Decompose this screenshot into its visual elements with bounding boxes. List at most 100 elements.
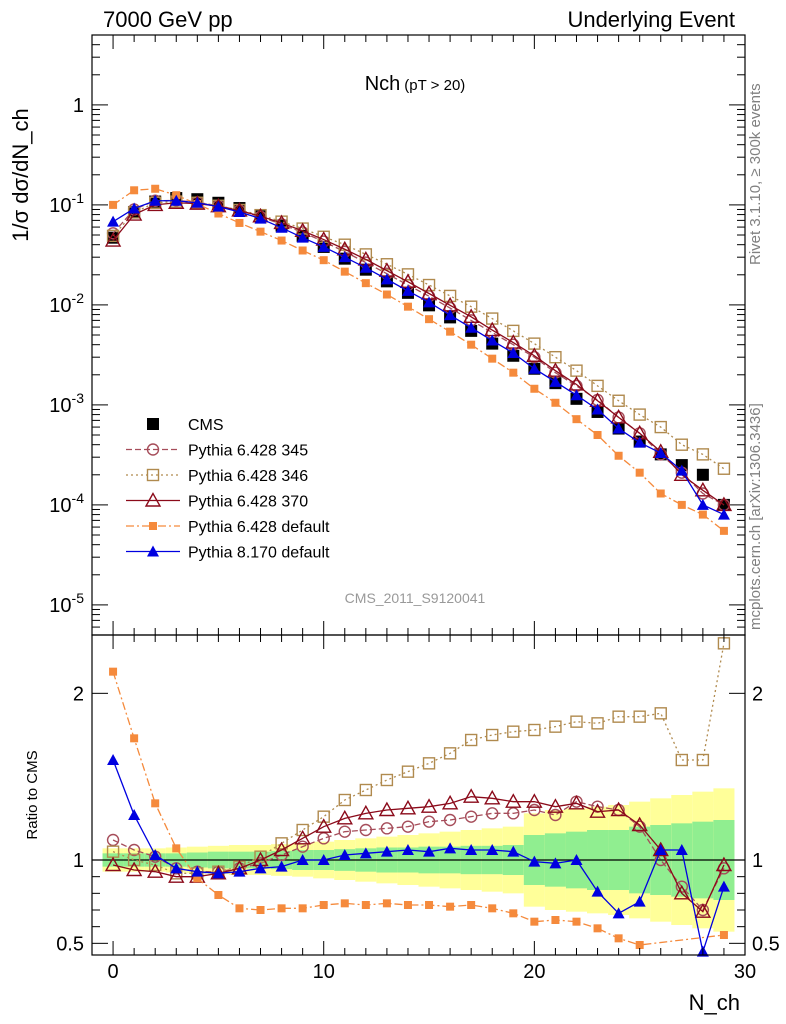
data-point <box>652 841 669 857</box>
data-point <box>233 865 246 877</box>
y-tick-label: 10-3 <box>49 390 84 417</box>
data-point <box>107 754 120 765</box>
y-tick-label: 0.5 <box>56 933 84 955</box>
data-point <box>717 508 730 520</box>
data-point <box>359 783 373 797</box>
main-y-axis-title: 1/σ dσ/dN_ch <box>8 108 33 242</box>
data-point <box>467 340 476 349</box>
data-point <box>317 854 330 865</box>
data-point <box>380 258 394 271</box>
data-point <box>444 842 457 854</box>
main-series-p345 <box>106 194 731 512</box>
data-point <box>298 904 307 913</box>
data-point <box>694 481 712 497</box>
data-point <box>696 498 709 510</box>
data-point <box>296 840 309 853</box>
plot-title-main: Nch <box>365 73 401 95</box>
data-point <box>570 854 583 865</box>
data-point <box>296 854 309 865</box>
data-point <box>151 184 160 193</box>
data-point <box>298 246 307 255</box>
data-point <box>361 901 370 909</box>
y-tick-label-base: 10 <box>49 395 71 417</box>
data-point <box>614 451 623 460</box>
data-point <box>696 753 710 767</box>
data-point <box>338 849 351 860</box>
x-tick-label: 20 <box>523 961 545 983</box>
y-tick-label-exponent: -3 <box>72 390 85 406</box>
data-point <box>380 773 394 787</box>
data-point <box>125 206 143 221</box>
y-tick-label-base: 10 <box>49 295 71 317</box>
data-point <box>443 747 457 760</box>
data-point <box>675 844 688 855</box>
data-point <box>235 904 244 913</box>
data-point <box>359 261 372 273</box>
data-point <box>631 816 648 832</box>
y-tick-label-base: 10 <box>49 595 71 617</box>
data-point <box>422 757 436 770</box>
data-point <box>104 856 122 872</box>
y-tick-label-exponent: -5 <box>72 590 85 606</box>
y-tick-label: 10-1 <box>49 190 84 217</box>
data-point <box>125 861 143 877</box>
data-point <box>146 863 164 878</box>
data-point <box>422 278 436 292</box>
data-point <box>570 715 583 728</box>
data-point <box>420 798 438 813</box>
data-point <box>319 256 328 265</box>
x-tick-label: 0 <box>108 961 119 983</box>
main-series-p370 <box>104 194 733 512</box>
data-point <box>572 415 581 424</box>
data-point <box>338 825 351 838</box>
data-point <box>549 720 562 733</box>
data-point <box>338 251 351 263</box>
data-point <box>551 398 560 407</box>
data-point <box>146 468 160 482</box>
data-point <box>654 420 667 434</box>
data-point <box>612 710 625 723</box>
data-point <box>528 803 541 817</box>
data-point <box>109 667 118 676</box>
data-point <box>128 809 141 820</box>
data-point <box>570 364 583 377</box>
data-point <box>526 793 543 808</box>
data-point <box>359 847 372 859</box>
data-point <box>694 903 712 918</box>
y-tick-label-right: 0.5 <box>752 933 780 955</box>
ratio-panel: 0 10 20 30 0.5 0.5 1 1 2 2 <box>56 634 780 983</box>
data-point <box>507 347 520 359</box>
data-point <box>654 844 667 855</box>
data-point <box>340 899 349 908</box>
data-point <box>656 489 665 498</box>
data-point <box>401 284 414 296</box>
data-point <box>296 823 309 837</box>
data-point <box>467 901 476 909</box>
series-line <box>112 759 725 955</box>
y-tick-label: 2 <box>73 683 84 705</box>
data-point <box>677 500 686 509</box>
data-point <box>212 867 225 879</box>
data-point <box>551 916 560 924</box>
data-point <box>193 874 202 883</box>
data-point <box>484 789 501 805</box>
legend-label: Pythia 6.428 370 <box>188 494 308 511</box>
ratio-series-p8def <box>107 754 730 957</box>
data-point <box>277 236 286 245</box>
data-point <box>127 853 141 867</box>
event-type-label: Underlying Event <box>567 7 735 32</box>
data-point <box>315 818 332 833</box>
data-point <box>486 807 499 820</box>
data-point <box>130 186 139 195</box>
plot-title-sub: (pT > 20) <box>404 77 465 94</box>
y-tick-label-base: 1 <box>73 95 84 117</box>
legend-entry-cms: CMS <box>147 417 224 434</box>
data-point <box>147 545 159 557</box>
data-point <box>168 868 185 883</box>
analysis-id-label: CMS_2011_S9120041 <box>345 590 486 606</box>
data-point <box>423 845 436 857</box>
data-point <box>275 860 288 872</box>
data-point <box>675 438 689 451</box>
data-point <box>109 200 118 209</box>
data-point <box>591 379 604 393</box>
